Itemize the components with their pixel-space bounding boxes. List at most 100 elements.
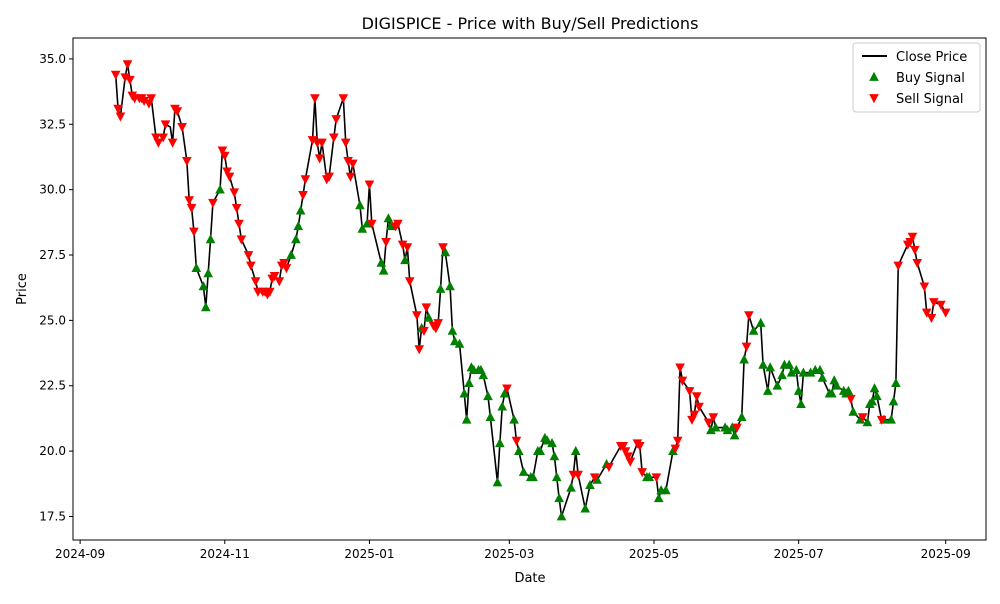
sell-signal-marker: [893, 261, 904, 271]
buy-signal-marker: [831, 380, 842, 390]
buy-signal-marker: [514, 445, 524, 456]
sell-signal-marker: [857, 413, 868, 423]
sell-signal-marker: [438, 243, 448, 253]
sell-signal-marker: [265, 287, 275, 297]
buy-signal-marker: [293, 221, 304, 231]
sell-signal-marker: [940, 308, 951, 318]
sell-signal-marker: [708, 413, 719, 423]
buy-signal-marker: [535, 445, 545, 456]
buy-signal-marker: [653, 492, 664, 503]
sell-signal-marker: [623, 452, 633, 462]
buy-signal-marker: [793, 385, 804, 395]
sell-signal-marker: [160, 120, 171, 130]
buy-signal-marker: [786, 367, 797, 377]
sell-signal-markers: [110, 60, 951, 483]
buy-signal-marker: [357, 223, 368, 233]
buy-signal-marker: [566, 482, 576, 492]
buy-signal-marker: [791, 364, 802, 374]
buy-signal-marker: [400, 255, 410, 265]
buy-signal-marker: [445, 281, 455, 291]
sell-signal-marker: [250, 277, 261, 287]
sell-signal-marker: [243, 251, 254, 261]
buy-signal-marker: [198, 281, 209, 291]
buy-signal-marker: [518, 466, 529, 476]
buy-signal-marker: [376, 257, 387, 267]
sell-signal-marker: [236, 235, 247, 245]
sell-signal-marker: [345, 172, 356, 182]
sell-signal-marker: [343, 156, 353, 167]
buy-signal-marker: [763, 385, 773, 395]
sell-signal-marker: [364, 180, 375, 190]
sell-signal-marker: [184, 196, 194, 206]
sell-signal-marker: [684, 387, 695, 397]
sell-signal-marker: [929, 298, 939, 308]
sell-signal-marker: [703, 418, 714, 428]
legend-buy-signal-label: Buy Signal: [896, 71, 965, 86]
buy-signal-marker: [215, 184, 225, 194]
buy-signal-marker: [888, 396, 899, 406]
sell-signal-marker: [691, 392, 702, 402]
sell-signal-marker: [324, 172, 334, 182]
buy-signal-marker: [755, 317, 766, 327]
sell-signal-marker: [744, 311, 754, 321]
x-tick-label: 2024-09: [55, 547, 105, 561]
legend: Close Price Buy Signal Sell Signal: [852, 42, 981, 113]
buy-signal-marker: [542, 435, 553, 445]
sell-signal-marker: [921, 308, 932, 318]
sell-signal-marker: [618, 441, 628, 452]
buy-signal-marker: [497, 401, 508, 411]
y-tick-label: 35.0: [39, 52, 66, 66]
sell-signal-marker: [670, 444, 681, 454]
buy-signal-marker: [777, 370, 787, 380]
buy-signal-marker: [191, 262, 202, 272]
x-tick-label: 2024-11: [200, 547, 250, 561]
x-axis-label: Date: [514, 571, 545, 586]
legend-sell-triangle: [869, 94, 879, 104]
buy-signal-marker: [736, 411, 747, 422]
x-tick-label: 2025-07: [774, 547, 824, 561]
legend-sell-signal-swatch: [869, 94, 879, 104]
sell-signal-marker: [919, 282, 930, 292]
legend-box: [852, 42, 981, 113]
sell-signal-marker: [167, 138, 178, 148]
y-tick-label: 22.5: [39, 379, 66, 393]
buy-signal-marker: [485, 411, 496, 422]
sell-signal-marker: [620, 447, 631, 457]
buy-signal-marker: [383, 213, 394, 223]
sell-signal-marker: [219, 151, 230, 161]
buy-signal-marker: [549, 451, 560, 461]
sell-signal-marker: [231, 204, 242, 214]
legend-close-price-label: Close Price: [896, 50, 967, 65]
sell-signal-marker: [589, 473, 600, 483]
buy-signal-marker: [872, 390, 882, 401]
sell-signal-marker: [926, 313, 937, 323]
sell-signal-marker: [338, 94, 349, 104]
sell-signal-marker: [177, 122, 187, 133]
sell-signal-marker: [298, 190, 308, 201]
x-tick-label: 2025-05: [629, 547, 679, 561]
buy-signal-marker: [201, 302, 211, 312]
buy-signal-marker: [205, 234, 216, 244]
sell-signal-marker: [146, 94, 157, 104]
sell-signal-marker: [139, 96, 149, 106]
buy-signal-marker: [454, 338, 465, 348]
sell-signal-marker: [158, 133, 168, 143]
buy-signal-marker: [706, 424, 716, 435]
sell-signal-marker: [224, 172, 235, 182]
buy-signal-marker: [385, 221, 396, 231]
sell-signal-marker: [120, 73, 130, 83]
sell-signal-marker: [307, 136, 318, 146]
buy-signal-marker: [435, 283, 446, 293]
buy-signal-marker: [378, 265, 389, 275]
sell-signal-marker: [876, 415, 887, 425]
buy-signal-marker: [729, 430, 740, 440]
buy-signal-marker: [739, 354, 749, 364]
buy-signal-marker: [554, 492, 564, 503]
sell-signal-marker: [381, 238, 391, 248]
sell-signal-marker: [317, 138, 327, 148]
buy-signal-marker: [644, 472, 655, 482]
sell-signal-marker: [689, 410, 700, 420]
buy-signal-marker: [291, 234, 301, 244]
buy-signal-marker: [758, 359, 768, 369]
